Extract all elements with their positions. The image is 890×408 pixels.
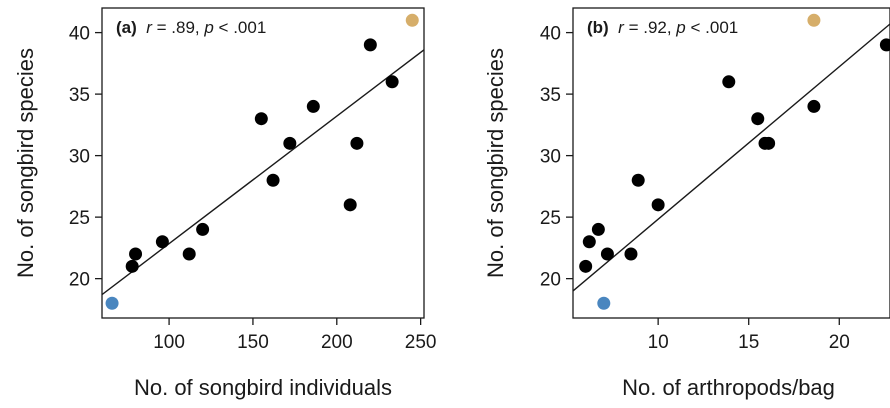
- data-point: [807, 99, 821, 113]
- plot-frame: [572, 7, 890, 319]
- y-tick-label: 35: [540, 85, 561, 106]
- x-tick-label: 100: [153, 332, 185, 353]
- y-tick-label: 25: [69, 208, 90, 229]
- data-point: [405, 13, 419, 27]
- data-point: [600, 247, 614, 261]
- data-point: [196, 222, 210, 236]
- data-point: [624, 247, 638, 261]
- y-axis-label: No. of songbird species: [483, 48, 508, 278]
- p-value: < .001: [686, 18, 738, 37]
- data-point: [722, 75, 736, 89]
- x-tick-label: 15: [738, 332, 759, 353]
- p-value: < .001: [214, 18, 266, 37]
- y-tick-label: 20: [69, 270, 90, 291]
- y-axis-label: No. of songbird species: [13, 48, 38, 278]
- data-point: [306, 99, 320, 113]
- data-point: [350, 136, 364, 150]
- x-tick-label: 20: [829, 332, 850, 353]
- r-value: = .89,: [152, 18, 204, 37]
- data-point: [597, 296, 611, 310]
- x-axis-label: No. of songbird individuals: [134, 375, 392, 400]
- regression-line: [573, 23, 890, 292]
- y-tick-label: 30: [540, 147, 561, 168]
- r-symbol: r: [618, 18, 625, 37]
- panel-a: 20 25 30 35 40 100 150 200 250 No. of songbird in…: [13, 7, 437, 400]
- r-symbol: r: [146, 18, 153, 37]
- p-symbol: p: [203, 18, 213, 37]
- data-point: [254, 112, 268, 126]
- y-tick-label: 20: [540, 270, 561, 291]
- data-point: [266, 173, 280, 187]
- x-axis-label: No. of arthropods/bag: [622, 375, 835, 400]
- x-tick-label: 10: [648, 332, 669, 353]
- data-point: [182, 247, 196, 261]
- panel-tag: (a): [116, 18, 137, 37]
- data-point: [385, 75, 399, 89]
- panel-tag: (b): [587, 18, 609, 37]
- data-point: [129, 247, 143, 261]
- x-tick-label: 150: [237, 332, 269, 353]
- data-point: [762, 136, 776, 150]
- y-tick-label: 40: [69, 24, 90, 45]
- data-point: [155, 235, 169, 249]
- regression-line: [102, 49, 424, 296]
- plot-frame: [101, 7, 425, 319]
- data-point: [807, 13, 821, 27]
- data-point: [591, 222, 605, 236]
- data-point: [283, 136, 297, 150]
- y-tick-label: 25: [540, 208, 561, 229]
- data-point: [879, 38, 890, 52]
- y-tick-label: 35: [69, 85, 90, 106]
- data-point: [579, 259, 593, 273]
- data-point: [751, 112, 765, 126]
- x-tick-label: 250: [405, 332, 437, 353]
- data-point: [125, 259, 139, 273]
- p-symbol: p: [675, 18, 685, 37]
- y-tick-label: 40: [540, 24, 561, 45]
- data-point: [631, 173, 645, 187]
- stats-annotation: (a) r = .89, p < .001: [116, 18, 266, 37]
- y-tick-label: 30: [69, 147, 90, 168]
- stats-annotation: (b) r = .92, p < .001: [587, 18, 738, 37]
- data-point: [363, 38, 377, 52]
- x-tick-label: 200: [321, 332, 353, 353]
- data-point: [343, 198, 357, 212]
- data-point: [651, 198, 665, 212]
- r-value: = .92,: [624, 18, 676, 37]
- data-point: [582, 235, 596, 249]
- data-point: [105, 296, 119, 310]
- panel-b: 20 25 30 35 40 10 15 20 No. of arthropods/bag No.…: [483, 7, 890, 400]
